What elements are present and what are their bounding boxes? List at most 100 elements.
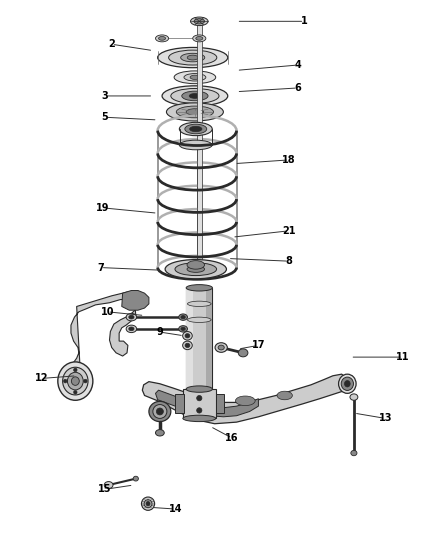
Ellipse shape [184, 74, 206, 81]
Text: 15: 15 [99, 484, 112, 494]
Ellipse shape [156, 408, 163, 415]
Ellipse shape [194, 19, 205, 24]
Ellipse shape [63, 367, 88, 395]
Text: 9: 9 [156, 327, 163, 337]
Ellipse shape [341, 377, 353, 390]
Polygon shape [122, 290, 149, 310]
Ellipse shape [84, 379, 87, 383]
Ellipse shape [185, 124, 207, 134]
Ellipse shape [155, 35, 169, 42]
Text: 2: 2 [108, 39, 115, 49]
Ellipse shape [215, 343, 227, 352]
Text: 12: 12 [35, 374, 48, 383]
Text: 18: 18 [282, 155, 296, 165]
Text: 21: 21 [283, 226, 296, 236]
Ellipse shape [182, 91, 208, 101]
Text: 3: 3 [102, 91, 109, 101]
Ellipse shape [186, 109, 204, 115]
Bar [206, 288, 212, 389]
Ellipse shape [344, 381, 350, 387]
Polygon shape [70, 292, 138, 386]
Ellipse shape [141, 497, 155, 511]
Ellipse shape [133, 477, 138, 481]
Ellipse shape [169, 50, 217, 65]
Ellipse shape [180, 53, 205, 62]
Ellipse shape [179, 326, 187, 332]
Bar [183, 389, 215, 418]
Ellipse shape [186, 285, 212, 291]
Text: 17: 17 [252, 341, 265, 350]
Ellipse shape [191, 17, 208, 26]
Ellipse shape [175, 263, 216, 276]
Bar [197, 21, 202, 269]
Ellipse shape [339, 374, 356, 393]
Ellipse shape [58, 362, 93, 400]
Text: 5: 5 [102, 112, 109, 122]
Bar [215, 394, 224, 413]
Text: 11: 11 [396, 352, 410, 362]
Ellipse shape [67, 372, 83, 390]
Ellipse shape [74, 390, 77, 394]
Ellipse shape [190, 75, 200, 79]
Polygon shape [155, 390, 258, 417]
Ellipse shape [159, 36, 166, 40]
Ellipse shape [190, 126, 202, 132]
Ellipse shape [71, 377, 79, 385]
Ellipse shape [153, 405, 167, 418]
Text: 19: 19 [96, 203, 110, 213]
Ellipse shape [149, 401, 171, 422]
Ellipse shape [187, 55, 198, 60]
Ellipse shape [180, 140, 212, 150]
Ellipse shape [181, 316, 185, 319]
Ellipse shape [238, 349, 248, 357]
Ellipse shape [146, 502, 150, 506]
Ellipse shape [193, 35, 206, 42]
Ellipse shape [218, 345, 224, 350]
Text: 1: 1 [301, 17, 308, 26]
Ellipse shape [181, 327, 185, 330]
Ellipse shape [104, 482, 113, 488]
Ellipse shape [174, 71, 216, 84]
Ellipse shape [350, 394, 358, 400]
Ellipse shape [126, 325, 137, 333]
Ellipse shape [183, 341, 192, 350]
Ellipse shape [144, 500, 152, 507]
Polygon shape [142, 374, 348, 424]
Bar [186, 288, 212, 389]
Text: 6: 6 [294, 83, 301, 93]
Ellipse shape [187, 266, 205, 272]
Ellipse shape [185, 334, 190, 338]
Ellipse shape [351, 450, 357, 456]
Ellipse shape [74, 368, 77, 372]
Ellipse shape [158, 47, 228, 68]
Bar [186, 288, 193, 389]
Text: 10: 10 [101, 307, 114, 317]
Ellipse shape [126, 313, 137, 321]
Ellipse shape [165, 260, 226, 279]
Text: 7: 7 [97, 263, 104, 272]
Ellipse shape [185, 343, 190, 348]
Ellipse shape [162, 86, 228, 106]
Ellipse shape [187, 261, 205, 269]
Ellipse shape [183, 415, 216, 422]
Text: 4: 4 [294, 60, 301, 70]
Ellipse shape [129, 315, 134, 319]
Ellipse shape [166, 103, 223, 121]
Ellipse shape [236, 396, 255, 406]
Ellipse shape [183, 332, 192, 340]
Bar [175, 394, 184, 413]
Ellipse shape [129, 327, 134, 330]
Ellipse shape [171, 88, 219, 103]
Ellipse shape [179, 314, 187, 320]
Ellipse shape [186, 386, 212, 392]
Ellipse shape [155, 430, 164, 436]
Ellipse shape [196, 36, 203, 40]
Text: 8: 8 [286, 256, 293, 266]
Text: 16: 16 [226, 433, 239, 443]
Ellipse shape [180, 122, 212, 136]
Ellipse shape [197, 395, 202, 401]
Ellipse shape [64, 379, 67, 383]
Ellipse shape [176, 106, 214, 118]
Ellipse shape [277, 391, 293, 400]
Ellipse shape [189, 94, 201, 99]
